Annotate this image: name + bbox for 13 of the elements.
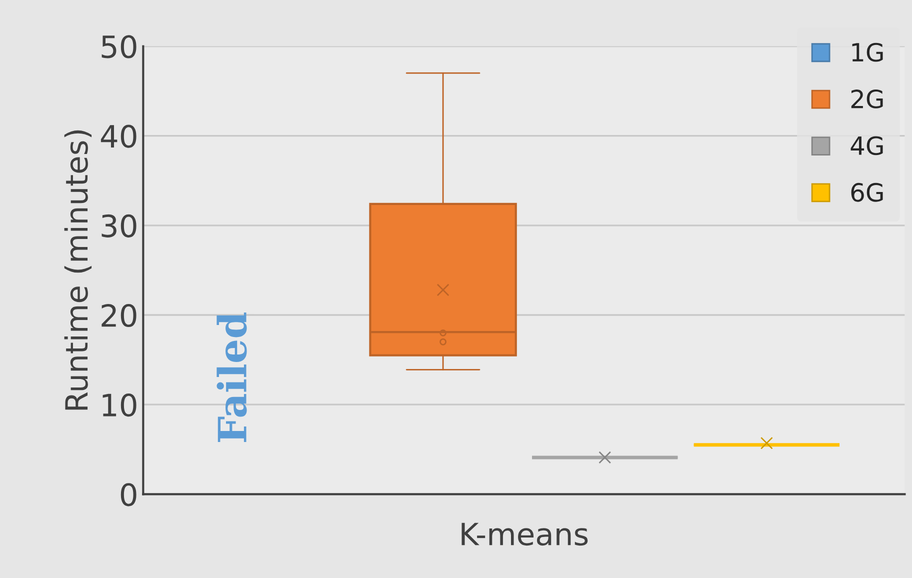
x-tick-label: K-means — [462, 522, 588, 546]
y-tick-label: 50 — [102, 35, 136, 58]
legend-label: 2G — [851, 90, 883, 108]
legend-label: 6G — [851, 182, 883, 202]
legend-label: 1G — [852, 42, 883, 62]
y-axis-title: Runtime (minutes) — [64, 130, 92, 410]
y-tick-label: 20 — [102, 304, 136, 328]
y-tick-label: 30 — [102, 214, 136, 238]
legend-label: 4G — [850, 136, 883, 156]
y-tick-label: 40 — [100, 124, 136, 148]
annotation: Failed — [216, 312, 247, 442]
y-tick-label: 10 — [102, 394, 136, 417]
y-tick-label: 0 — [120, 483, 136, 506]
